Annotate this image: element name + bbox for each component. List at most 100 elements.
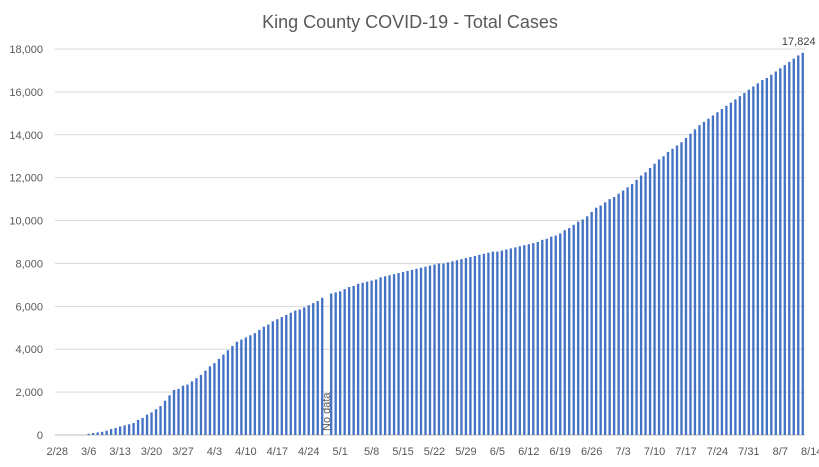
bar: [339, 291, 342, 435]
x-tick-label: 8/7: [773, 446, 788, 458]
bar: [370, 280, 373, 435]
bar: [671, 148, 674, 435]
bar: [702, 121, 706, 436]
x-tick-label: 4/10: [235, 446, 256, 458]
bar: [419, 267, 423, 435]
bar: [415, 268, 418, 435]
bar: [141, 417, 144, 435]
bar: [657, 159, 661, 435]
bar: [464, 258, 468, 435]
last-value-data-label: 17,824: [782, 36, 816, 48]
bar: [433, 264, 436, 435]
bar: [253, 333, 257, 435]
y-tick-label: 8,000: [15, 258, 43, 270]
bar: [195, 378, 198, 435]
bar: [190, 381, 194, 435]
bar: [617, 193, 620, 435]
bar: [514, 247, 517, 435]
bar: [527, 244, 530, 435]
bar: [177, 388, 180, 435]
bar: [442, 263, 445, 435]
bar: [374, 279, 378, 435]
bar: [509, 248, 513, 435]
bar: [621, 190, 625, 435]
x-tick-label: 4/3: [207, 446, 222, 458]
bar: [505, 249, 508, 435]
x-tick-label: 4/24: [298, 446, 319, 458]
bar: [599, 205, 602, 435]
bar: [222, 354, 225, 435]
x-tick-label: 5/29: [455, 446, 476, 458]
bar: [316, 300, 319, 435]
bar: [276, 319, 279, 435]
x-tick-label: 7/17: [675, 446, 696, 458]
bar: [258, 329, 261, 435]
bar: [262, 326, 265, 435]
bar: [577, 221, 580, 435]
bar: [797, 55, 800, 435]
bar: [563, 230, 566, 435]
bar: [383, 276, 387, 435]
y-axis-ticks: 0 2,000 4,000 6,000 8,000 10,000 12,000 14,000 1…: [9, 44, 43, 442]
bar: [285, 314, 288, 435]
bar: [720, 109, 724, 436]
bar: [648, 168, 652, 435]
bar: [307, 305, 310, 435]
bar: [523, 245, 526, 435]
x-tick-label: 7/10: [644, 446, 665, 458]
bar: [352, 285, 355, 435]
bar: [446, 262, 450, 435]
bar: [639, 175, 643, 435]
bar: [693, 129, 697, 435]
y-tick-label: 4,000: [15, 344, 43, 356]
bar: [783, 65, 786, 435]
bar: [397, 273, 400, 435]
y-tick-label: 14,000: [9, 130, 43, 142]
x-tick-label: 4/17: [267, 446, 288, 458]
bar: [424, 266, 427, 435]
bar: [496, 251, 499, 435]
bar: [388, 275, 391, 435]
bar: [666, 151, 670, 435]
x-tick-label: 7/31: [738, 446, 759, 458]
bar: [689, 133, 692, 435]
bar: [725, 105, 728, 436]
bar: [303, 307, 306, 435]
bar: [105, 430, 108, 435]
bar: [244, 337, 248, 435]
x-tick-label: 7/24: [707, 446, 728, 458]
bar: [226, 350, 230, 435]
bar: [298, 309, 301, 435]
bar: [675, 145, 679, 435]
bar: [743, 92, 746, 435]
bar: [568, 228, 571, 435]
x-axis-ticks: 2/28 3/6 3/13 3/20 3/27 4/3 4/10 4/17 4/24 5/1 5/8…: [47, 446, 819, 458]
bar: [716, 112, 719, 435]
bar: [792, 58, 795, 436]
x-tick-label: 3/13: [109, 446, 130, 458]
bar: [779, 68, 782, 436]
bar: [289, 312, 292, 435]
bar: [172, 389, 176, 435]
y-tick-label: 0: [37, 430, 43, 442]
bar: [752, 86, 755, 436]
bar: [217, 358, 221, 435]
bar: [541, 239, 544, 435]
x-tick-label: 7/3: [615, 446, 630, 458]
bar: [208, 366, 212, 435]
bar: [96, 432, 99, 435]
bar: [365, 281, 369, 435]
bar: [680, 142, 683, 436]
bar: [267, 324, 270, 435]
bar: [487, 252, 490, 435]
bar: [145, 414, 149, 435]
bar: [801, 52, 804, 435]
bar: [711, 115, 715, 435]
bar: [586, 216, 589, 435]
bar: [154, 409, 158, 435]
x-tick-label: 5/15: [392, 446, 413, 458]
bar: [554, 235, 557, 435]
y-tick-label: 12,000: [9, 173, 43, 185]
